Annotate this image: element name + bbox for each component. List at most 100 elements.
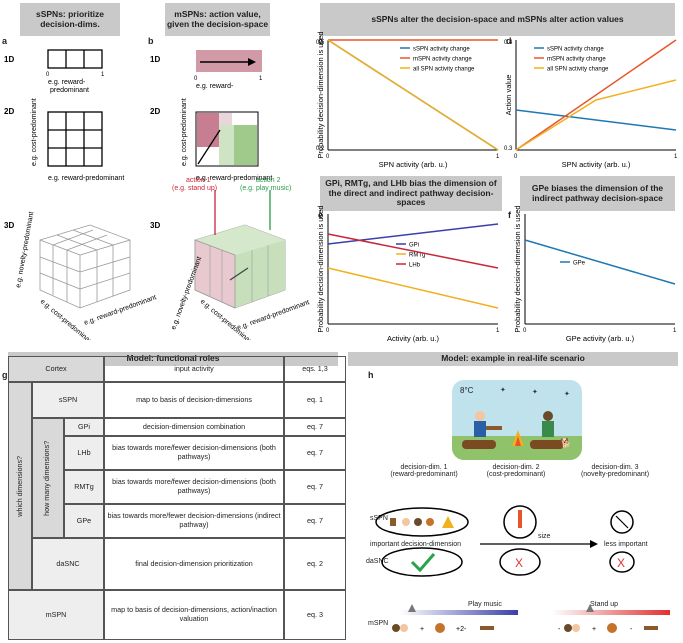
- header-cd: sSPNs alter the decision-space and mSPNs…: [320, 3, 675, 36]
- action2-label: action 2: [256, 177, 281, 184]
- stand-marker: [586, 604, 594, 612]
- chart3-xlabel: GPe activity (arb. u.): [566, 334, 635, 343]
- sspn-ellipse-3: [610, 510, 634, 534]
- sspn-ellipse-1: [375, 507, 469, 537]
- chart2-legend-label-1: RMTg: [409, 253, 425, 259]
- panel-letter-e: e: [318, 210, 324, 220]
- cell-gpi: GPi: [64, 418, 104, 436]
- mosquito-icon-3: ✦: [564, 390, 570, 398]
- chart3-legend-label-0: GPe: [573, 261, 586, 267]
- cell-sspn: sSPN: [32, 382, 104, 418]
- cell-dasnc-eq: eq. 2: [284, 538, 346, 590]
- chart2-xtick-1: 1: [496, 328, 500, 334]
- axis-cost-b2d: e.g. cost-predominant: [181, 98, 188, 166]
- cell-cortex-eq: eqs. 1,3: [284, 356, 346, 382]
- b-cube: [194, 224, 286, 309]
- chart0-xlabel: SPN activity (arb. u.): [379, 160, 448, 169]
- cell-rmtg: RMTg: [64, 470, 104, 504]
- b-2d-arrow: [197, 129, 221, 165]
- play-music-bar: [400, 610, 518, 615]
- b-tick-1: 1: [259, 76, 263, 82]
- grid-1d: [47, 49, 103, 69]
- header-a: sSPNs: prioritize decision-dims.: [20, 3, 120, 36]
- dim1-label: decision-dim. 1 (reward-predominant): [386, 464, 462, 478]
- cube-3d: [39, 224, 131, 309]
- chart0-legend-label-1: mSPN activity change: [413, 57, 472, 63]
- cell-gpi-eq: eq. 7: [284, 418, 346, 436]
- cell-mspn-role: map to basis of decision-dimensions, act…: [104, 590, 284, 640]
- cross-icon-2: X: [515, 556, 523, 570]
- svg-text:🐕: 🐕: [560, 437, 571, 448]
- label-1d-b: 1D: [150, 55, 160, 64]
- axis-reward-1d-b: predominant: [50, 87, 89, 94]
- chart1-series-1: [515, 39, 677, 151]
- chart0-series-2: [327, 39, 499, 151]
- label-3d-b: 3D: [150, 221, 160, 230]
- cell-rmtg-role: bias towards more/fewer decision-dimensi…: [104, 470, 284, 504]
- stand-up-bar: [552, 610, 670, 615]
- plus2: +2-: [456, 626, 467, 633]
- b-2d-red: [197, 113, 219, 147]
- chart1-ylabel: Action value: [504, 75, 513, 116]
- chart0-ytick-0: 0.5: [316, 40, 325, 46]
- axis-cost-2d: e.g. cost-predominant: [31, 98, 38, 166]
- dasnc-ellipse-1: [381, 547, 463, 577]
- chart2-series-0: [327, 223, 499, 245]
- chart1-legend-label-2: all SPN activity change: [547, 67, 609, 73]
- chart2-xlabel: Activity (arb. u.): [387, 334, 440, 343]
- mosquito-icon-2: ✦: [532, 388, 538, 396]
- plus-1: +: [420, 626, 424, 633]
- dim1-sub: (reward-predominant): [390, 471, 458, 478]
- cell-gpi-role: decision-dimension combination: [104, 418, 284, 436]
- chart1-ytick-0: 0.4: [504, 40, 513, 46]
- mosquito-icon: ✦: [500, 386, 506, 394]
- sspn-ellipse-2: [503, 505, 537, 539]
- action2-desc: (e.g. play music): [240, 185, 292, 192]
- chart2-legend-label-2: LHb: [409, 263, 421, 269]
- panel-letter-g: g: [2, 370, 8, 380]
- label-2d-b: 2D: [150, 107, 160, 116]
- action1-desc: (e.g. stand up): [172, 185, 218, 192]
- panel-letter-f: f: [508, 210, 511, 220]
- header-b: mSPNs: action value, given the decision-…: [165, 3, 270, 36]
- cell-mspn: mSPN: [8, 590, 104, 640]
- important-label: important decision-dimension: [370, 541, 462, 548]
- chart2-series-2: [327, 233, 499, 269]
- panel-letter-a: a: [2, 36, 8, 46]
- dim2-title: decision-dim. 2: [492, 464, 540, 471]
- header-e: GPi, RMTg, and LHb bias the dimension of…: [320, 176, 502, 211]
- chart1-legend-label-0: sSPN activity change: [547, 47, 604, 53]
- b-tick-0: 0: [194, 76, 198, 82]
- label-2d: 2D: [4, 107, 14, 116]
- dim2-sub: (cost-predominant): [486, 471, 546, 478]
- cell-gpe-eq: eq. 7: [284, 504, 346, 538]
- size-label: size: [538, 533, 551, 540]
- chart2-xtick-0: 0: [326, 328, 330, 334]
- dim2-label: decision-dim. 2 (cost-predominant): [478, 464, 554, 478]
- chart0-xtick-0: 0: [326, 154, 330, 160]
- dasnc-row-label: daSNC: [366, 558, 389, 565]
- chart1-ytick-1: 0.3: [504, 146, 513, 152]
- label-1d: 1D: [4, 55, 14, 64]
- chart3-series-0: [524, 239, 676, 285]
- tick-0: 0: [46, 72, 50, 78]
- axis-reward-1d: e.g. reward-: [48, 79, 86, 86]
- campfire-scene: 🐕 ✦ ✦ ✦: [452, 386, 582, 460]
- grid-2d: [47, 111, 103, 167]
- axis-reward-2d: e.g. reward-predominant: [48, 175, 124, 182]
- panel-letter-d: d: [506, 36, 512, 46]
- chart1-xtick-0: 0: [514, 154, 518, 160]
- chart2-ylabel: Probability decision-dimension is used: [316, 205, 325, 332]
- cell-mspn-eq: eq. 3: [284, 590, 346, 640]
- panel-letter-h: h: [368, 370, 374, 380]
- chart0-ytick-1: 0.2: [316, 146, 325, 152]
- dim3-label: decision-dim. 3 (novelty-predominant): [570, 464, 660, 478]
- cell-howmany: how many dimensions?: [32, 418, 64, 538]
- dasnc-ellipse-2: [499, 548, 541, 576]
- dim3-title: decision-dim. 3: [591, 464, 639, 471]
- sspn-row-label: sSPN: [370, 515, 388, 522]
- chart1-series-0: [515, 109, 677, 131]
- minus-2: -: [630, 626, 633, 633]
- cell-cortex: Cortex: [8, 356, 104, 382]
- play-music-label: Play music: [468, 601, 502, 608]
